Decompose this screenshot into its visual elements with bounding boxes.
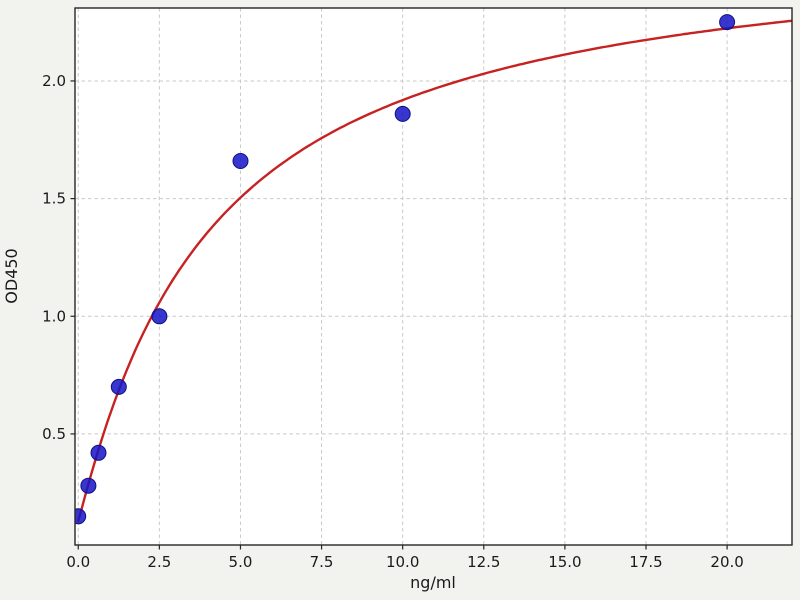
- plot-area: [75, 8, 792, 545]
- y-tick-label: 0.5: [42, 425, 66, 443]
- x-tick-label: 10.0: [386, 553, 419, 571]
- data-point: [75, 508, 87, 525]
- x-tick-label: 12.5: [467, 553, 500, 571]
- x-axis-label: ng/ml: [410, 573, 456, 592]
- x-tick-label: 5.0: [229, 553, 253, 571]
- chart-plot-group: 0.0 2.5 5.0 7.5 10.0 12.5 15.0 17.5 20.0 0.5 1.0 1.…: [42, 7, 793, 571]
- x-tick-label: 15.0: [548, 553, 581, 571]
- x-tick-label: 20.0: [710, 553, 743, 571]
- x-tick-label: 7.5: [310, 553, 334, 571]
- y-tick-label: 1.0: [42, 307, 66, 325]
- data-point: [90, 444, 107, 461]
- data-point: [151, 308, 168, 325]
- x-tick-label: 0.0: [66, 553, 90, 571]
- data-point: [80, 477, 97, 494]
- data-point: [232, 153, 249, 169]
- plot-border: [74, 7, 793, 546]
- data-point: [719, 14, 736, 31]
- x-tick-label: 17.5: [629, 553, 662, 571]
- y-tick-label: 2.0: [42, 72, 66, 90]
- fit-curve: [77, 19, 792, 523]
- data-layer: [75, 14, 792, 525]
- data-point: [110, 378, 127, 395]
- y-tick-label: 1.5: [42, 190, 66, 208]
- data-point: [394, 105, 411, 122]
- x-tick-label: 2.5: [147, 553, 171, 571]
- y-axis-label: OD450: [2, 248, 21, 303]
